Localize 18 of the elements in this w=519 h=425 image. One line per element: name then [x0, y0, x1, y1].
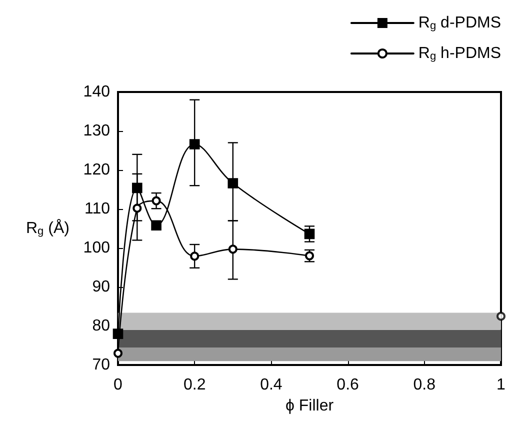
x-tick-label: 0.8 — [413, 376, 436, 394]
y-tick-label: 120 — [83, 162, 110, 178]
y-axis-title: Rg (Å) — [26, 219, 70, 238]
y-tick-label: 80 — [92, 318, 110, 334]
x-tick-label: 0.6 — [336, 376, 360, 394]
y-tick-label: 140 — [83, 84, 110, 100]
x-tick-label: 1 — [496, 376, 506, 394]
legend-label: Rg h-PDMS — [418, 45, 502, 62]
x-axis-title: ϕ Filler — [285, 397, 334, 414]
y-tick-label: 70 — [92, 356, 110, 374]
y-tick-label: 100 — [83, 240, 110, 256]
x-tick-label: 0.4 — [260, 376, 282, 394]
y-tick-label: 130 — [83, 122, 110, 140]
legend-label: Rg d-PDMS — [418, 14, 502, 32]
x-tick-label: 0.2 — [183, 376, 206, 394]
y-tick-label: 90 — [92, 278, 110, 296]
x-tick-label: 0 — [114, 376, 123, 394]
y-tick-label: 110 — [84, 200, 110, 218]
